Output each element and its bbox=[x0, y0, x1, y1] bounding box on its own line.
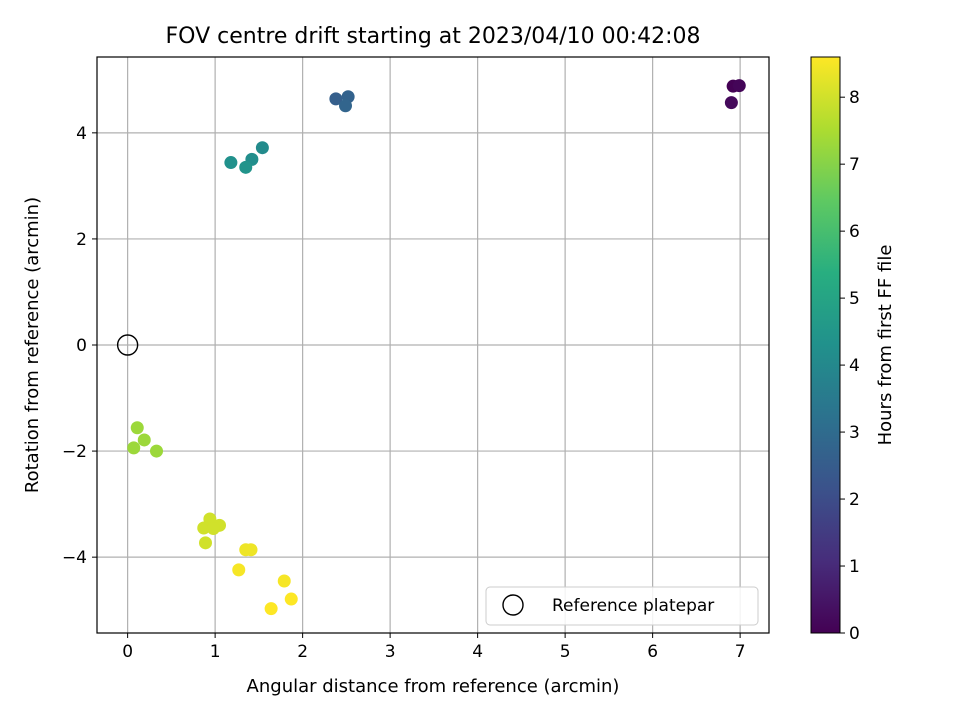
colorbar-tick-label: 3 bbox=[849, 423, 860, 443]
y-axis-label: Rotation from reference (arcmin) bbox=[22, 197, 43, 493]
data-point bbox=[277, 574, 291, 588]
colorbar-ticks: 0 1 2 3 4 5 6 7 8 bbox=[840, 88, 860, 644]
legend-reference-marker bbox=[502, 594, 524, 616]
x-axis-ticks: 0 1 2 3 4 5 6 7 bbox=[122, 633, 746, 662]
y-tick-label: −2 bbox=[62, 442, 87, 462]
data-point bbox=[244, 543, 258, 557]
x-tick-label: 4 bbox=[472, 642, 483, 662]
colorbar-tick-label: 8 bbox=[849, 88, 860, 108]
x-axis-label: Angular distance from reference (arcmin) bbox=[247, 676, 620, 697]
data-point bbox=[724, 96, 738, 110]
colorbar-tick-label: 4 bbox=[849, 356, 860, 376]
data-point bbox=[150, 444, 163, 458]
data-point bbox=[329, 92, 343, 106]
x-tick-label: 6 bbox=[647, 642, 658, 662]
data-point bbox=[264, 602, 278, 616]
data-point bbox=[339, 99, 352, 113]
data-point bbox=[232, 563, 246, 577]
x-tick-label: 2 bbox=[297, 642, 308, 662]
x-tick-label: 1 bbox=[210, 642, 221, 662]
x-tick-label: 5 bbox=[560, 642, 571, 662]
chart-title: FOV centre drift starting at 2023/04/10 … bbox=[166, 24, 701, 49]
legend-reference-label: Reference platepar bbox=[552, 596, 714, 616]
data-point bbox=[137, 433, 151, 447]
data-point bbox=[224, 156, 238, 170]
colorbar-label: Hours from first FF file bbox=[875, 245, 896, 446]
legend: Reference platepar bbox=[485, 586, 759, 626]
colorbar-tick-label: 6 bbox=[849, 222, 860, 242]
y-axis-ticks: −4 −2 0 2 4 bbox=[62, 124, 97, 568]
grid bbox=[97, 57, 769, 633]
reference-platepar-marker bbox=[116, 334, 139, 356]
colorbar: 0 1 2 3 4 5 6 7 8 Hours from first FF file bbox=[810, 56, 896, 644]
legend-box bbox=[485, 586, 759, 626]
colorbar-gradient bbox=[810, 56, 841, 634]
data-point bbox=[197, 521, 211, 535]
colorbar-tick-label: 0 bbox=[849, 624, 860, 644]
colorbar-tick-label: 1 bbox=[849, 557, 860, 577]
data-point bbox=[732, 79, 746, 93]
data-point bbox=[130, 421, 144, 435]
colorbar-tick-label: 2 bbox=[849, 490, 860, 510]
data-point bbox=[199, 536, 212, 550]
data-point bbox=[127, 441, 141, 455]
x-tick-label: 0 bbox=[122, 642, 133, 662]
y-tick-label: −4 bbox=[62, 548, 87, 568]
x-tick-label: 7 bbox=[735, 642, 746, 662]
colorbar-tick-label: 7 bbox=[849, 155, 860, 175]
data-point bbox=[284, 592, 298, 606]
colorbar-tick-label: 5 bbox=[849, 289, 860, 309]
x-tick-label: 3 bbox=[385, 642, 396, 662]
y-tick-label: 2 bbox=[76, 230, 87, 250]
data-points bbox=[116, 79, 746, 616]
data-point bbox=[239, 160, 253, 174]
data-point bbox=[255, 141, 269, 155]
y-tick-label: 4 bbox=[76, 124, 87, 144]
data-point bbox=[206, 522, 220, 536]
y-tick-label: 0 bbox=[76, 336, 87, 356]
